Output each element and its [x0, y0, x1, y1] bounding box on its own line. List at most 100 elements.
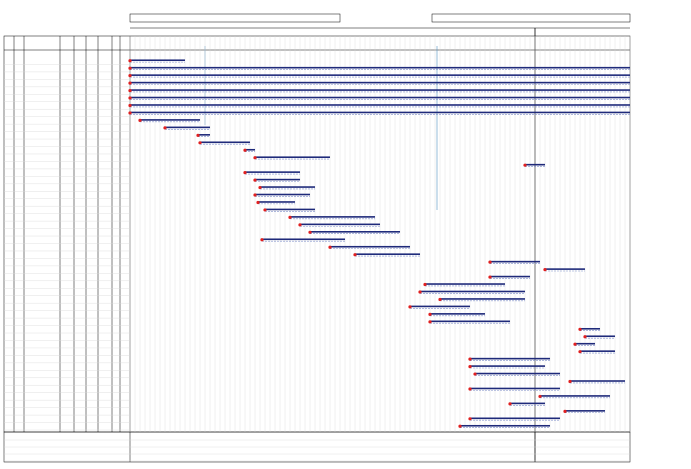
task-bar [198, 134, 210, 136]
task-start [128, 59, 132, 63]
task-bar [440, 298, 525, 300]
task-bar [262, 238, 345, 241]
task-start [488, 260, 492, 264]
task-bar [570, 380, 625, 382]
task-bar [130, 81, 630, 84]
task-bar [420, 290, 525, 293]
task-bar [460, 424, 550, 427]
task-start [438, 297, 442, 302]
task-bar [330, 245, 410, 248]
task-start [583, 335, 587, 339]
task-start [508, 402, 512, 406]
task-bar [258, 201, 295, 203]
header-box [129, 13, 341, 23]
task-bar [310, 231, 400, 233]
task-start [578, 327, 582, 331]
task-bar [165, 126, 210, 129]
task-bar [255, 193, 310, 196]
task-start [353, 253, 357, 257]
task-start [253, 178, 257, 182]
task-start [163, 126, 167, 130]
task-bar [255, 156, 330, 159]
task-start [288, 215, 292, 219]
task-start [328, 245, 332, 249]
task-bar [410, 305, 470, 308]
task-bar [545, 268, 585, 270]
task-bar [490, 275, 530, 278]
task-start [468, 387, 472, 391]
task-start [128, 81, 132, 85]
task-start [243, 171, 247, 175]
task-start [128, 66, 132, 70]
task-start [138, 118, 142, 123]
task-bar [580, 327, 600, 330]
task-start [128, 103, 132, 108]
task-start [308, 230, 312, 234]
task-start [578, 350, 582, 354]
task-bar [585, 335, 615, 338]
task-bar [130, 104, 630, 106]
task-bar [260, 186, 315, 188]
task-bar [470, 417, 560, 420]
task-bar [430, 313, 485, 315]
task-bar [245, 171, 300, 173]
task-start [198, 141, 202, 145]
task-start [428, 320, 432, 324]
task-bar [130, 111, 630, 114]
task-bar [245, 148, 255, 151]
task-start [298, 223, 302, 227]
task-start [458, 424, 462, 428]
task-bar [130, 89, 630, 91]
task-bar [525, 163, 545, 166]
task-bar [575, 342, 595, 345]
task-start [468, 417, 472, 421]
task-start [263, 208, 267, 212]
task-start [253, 193, 257, 197]
task-start [418, 290, 422, 294]
task-start [563, 409, 567, 413]
task-start [423, 282, 427, 287]
task-bar [265, 208, 315, 211]
task-start [473, 372, 477, 376]
task-bar [130, 74, 630, 76]
header-box [431, 13, 631, 23]
task-bar [130, 59, 185, 62]
task-start [128, 96, 132, 100]
task-bar [510, 402, 545, 405]
task-start [243, 148, 247, 152]
task-bar [490, 260, 540, 263]
task-bar [130, 66, 630, 69]
task-bar [300, 223, 380, 226]
task-bar [355, 253, 420, 255]
task-bar [130, 96, 630, 99]
task-start [523, 163, 527, 167]
task-bar [430, 320, 510, 323]
task-start [568, 379, 572, 384]
task-bar [255, 178, 300, 181]
task-bar [580, 350, 615, 352]
task-start [573, 342, 577, 346]
task-bar [425, 283, 505, 285]
task-start [468, 364, 472, 369]
task-start [408, 305, 412, 309]
task-start [128, 111, 132, 115]
task-start [428, 312, 432, 316]
task-bar [470, 387, 560, 390]
task-bar [200, 141, 250, 144]
task-start [256, 200, 260, 205]
task-start [128, 88, 132, 93]
task-start [538, 394, 542, 399]
task-start [260, 238, 264, 242]
task-start [258, 185, 262, 190]
task-bar [290, 216, 375, 218]
task-start [488, 275, 492, 279]
task-bar [140, 119, 200, 121]
task-start [196, 133, 200, 137]
task-start [543, 268, 547, 272]
task-start [128, 74, 132, 78]
task-bar [470, 365, 545, 367]
task-bar [470, 357, 550, 360]
task-start [253, 156, 257, 160]
task-bar [540, 395, 610, 397]
